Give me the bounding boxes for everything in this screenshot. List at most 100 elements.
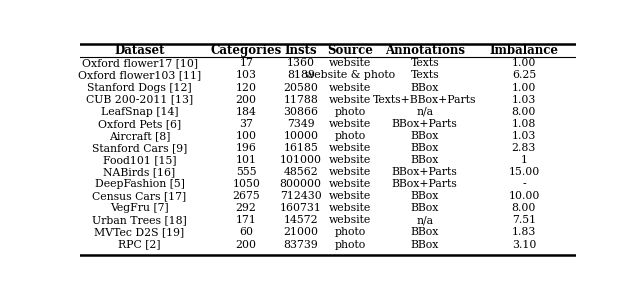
Text: 83739: 83739: [284, 239, 318, 249]
Text: 30866: 30866: [284, 107, 318, 117]
Text: website: website: [329, 58, 371, 68]
Text: 555: 555: [236, 167, 257, 177]
Text: 3.10: 3.10: [512, 239, 536, 249]
Text: 1.03: 1.03: [512, 131, 536, 141]
Text: Stanford Dogs [12]: Stanford Dogs [12]: [87, 83, 192, 93]
Text: 800000: 800000: [280, 179, 322, 189]
Text: 16185: 16185: [284, 143, 318, 153]
Text: 7349: 7349: [287, 119, 314, 129]
Text: 1360: 1360: [287, 58, 315, 68]
Text: Oxford flower103 [11]: Oxford flower103 [11]: [78, 70, 201, 80]
Text: Imbalance: Imbalance: [490, 44, 559, 57]
Text: 1.00: 1.00: [512, 58, 536, 68]
Text: 60: 60: [239, 227, 253, 237]
Text: website: website: [329, 167, 371, 177]
Text: 8189: 8189: [287, 70, 315, 80]
Text: DeepFashion [5]: DeepFashion [5]: [95, 179, 184, 189]
Text: CUB 200-2011 [13]: CUB 200-2011 [13]: [86, 95, 193, 105]
Text: Insts: Insts: [284, 44, 317, 57]
Text: 20580: 20580: [284, 83, 318, 93]
Text: Census Cars [17]: Census Cars [17]: [92, 191, 187, 201]
Text: 10.00: 10.00: [508, 191, 540, 201]
Text: 103: 103: [236, 70, 257, 80]
Text: n/a: n/a: [416, 107, 433, 117]
Text: NABirds [16]: NABirds [16]: [104, 167, 175, 177]
Text: 11788: 11788: [284, 95, 318, 105]
Text: Food101 [15]: Food101 [15]: [103, 155, 176, 165]
Text: Oxford Pets [6]: Oxford Pets [6]: [98, 119, 181, 129]
Text: 200: 200: [236, 95, 257, 105]
Text: 1.03: 1.03: [512, 95, 536, 105]
Text: Dataset: Dataset: [115, 44, 164, 57]
Text: 101000: 101000: [280, 155, 322, 165]
Text: 15.00: 15.00: [508, 167, 540, 177]
Text: website: website: [329, 203, 371, 213]
Text: VegFru [7]: VegFru [7]: [110, 203, 169, 213]
Text: website & photo: website & photo: [305, 70, 396, 80]
Text: BBox+Parts: BBox+Parts: [392, 179, 458, 189]
Text: 1050: 1050: [232, 179, 260, 189]
Text: 48562: 48562: [284, 167, 318, 177]
Text: Texts+BBox+Parts: Texts+BBox+Parts: [373, 95, 476, 105]
Text: BBox: BBox: [410, 131, 439, 141]
Text: website: website: [329, 143, 371, 153]
Text: 101: 101: [236, 155, 257, 165]
Text: BBox: BBox: [410, 203, 439, 213]
Text: BBox: BBox: [410, 143, 439, 153]
Text: Categories: Categories: [211, 44, 282, 57]
Text: 160731: 160731: [280, 203, 322, 213]
Text: BBox: BBox: [410, 191, 439, 201]
Text: n/a: n/a: [416, 215, 433, 225]
Text: 712430: 712430: [280, 191, 321, 201]
Text: Urban Trees [18]: Urban Trees [18]: [92, 215, 187, 225]
Text: 2675: 2675: [232, 191, 260, 201]
Text: 17: 17: [239, 58, 253, 68]
Text: -: -: [522, 179, 525, 189]
Text: MVTec D2S [19]: MVTec D2S [19]: [95, 227, 184, 237]
Text: Texts: Texts: [410, 70, 439, 80]
Text: Oxford flower17 [10]: Oxford flower17 [10]: [81, 58, 198, 68]
Text: website: website: [329, 179, 371, 189]
Text: 37: 37: [239, 119, 253, 129]
Text: 1.08: 1.08: [512, 119, 536, 129]
Text: 196: 196: [236, 143, 257, 153]
Text: 100: 100: [236, 131, 257, 141]
Text: website: website: [329, 95, 371, 105]
Text: BBox+Parts: BBox+Parts: [392, 167, 458, 177]
Text: 8.00: 8.00: [512, 107, 536, 117]
Text: 21000: 21000: [284, 227, 318, 237]
Text: Stanford Cars [9]: Stanford Cars [9]: [92, 143, 187, 153]
Text: 1: 1: [520, 155, 527, 165]
Text: RPC [2]: RPC [2]: [118, 239, 161, 249]
Text: Annotations: Annotations: [385, 44, 465, 57]
Text: photo: photo: [335, 107, 366, 117]
Text: photo: photo: [335, 227, 366, 237]
Text: 1.83: 1.83: [512, 227, 536, 237]
Text: 7.51: 7.51: [512, 215, 536, 225]
Text: website: website: [329, 119, 371, 129]
Text: Source: Source: [328, 44, 373, 57]
Text: BBox: BBox: [410, 239, 439, 249]
Text: BBox: BBox: [410, 155, 439, 165]
Text: 200: 200: [236, 239, 257, 249]
Text: 8.00: 8.00: [512, 203, 536, 213]
Text: 184: 184: [236, 107, 257, 117]
Text: website: website: [329, 215, 371, 225]
Text: Aircraft [8]: Aircraft [8]: [109, 131, 170, 141]
Text: website: website: [329, 83, 371, 93]
Text: 10000: 10000: [284, 131, 318, 141]
Text: website: website: [329, 155, 371, 165]
Text: 6.25: 6.25: [512, 70, 536, 80]
Text: 171: 171: [236, 215, 257, 225]
Text: 1.00: 1.00: [512, 83, 536, 93]
Text: LeafSnap [14]: LeafSnap [14]: [100, 107, 179, 117]
Text: BBox: BBox: [410, 83, 439, 93]
Text: 14572: 14572: [284, 215, 318, 225]
Text: photo: photo: [335, 131, 366, 141]
Text: 120: 120: [236, 83, 257, 93]
Text: BBox+Parts: BBox+Parts: [392, 119, 458, 129]
Text: Texts: Texts: [410, 58, 439, 68]
Text: 292: 292: [236, 203, 257, 213]
Text: 2.83: 2.83: [512, 143, 536, 153]
Text: photo: photo: [335, 239, 366, 249]
